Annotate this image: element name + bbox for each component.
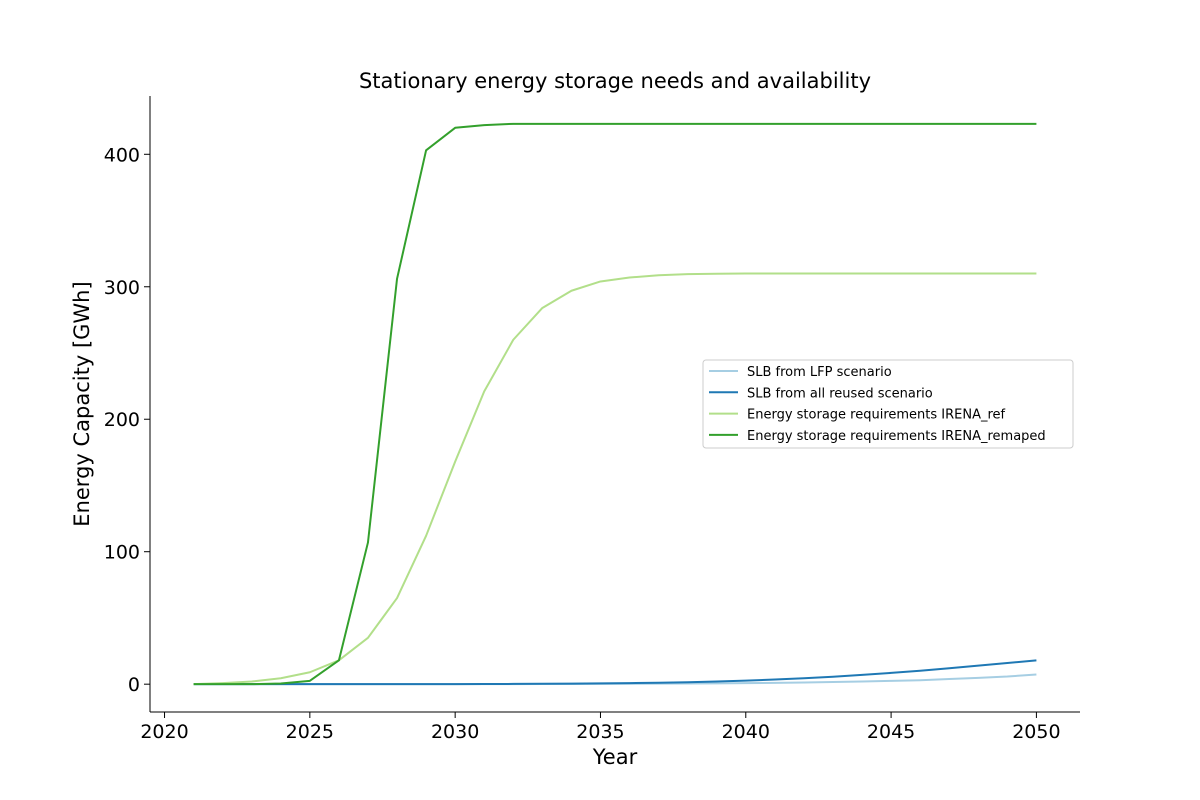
x-tick-label: 2035 — [576, 721, 624, 743]
series-lines — [193, 122, 1037, 686]
chart-title: Stationary energy storage needs and avai… — [359, 69, 871, 93]
x-tick-label: 2020 — [140, 721, 188, 743]
x-tick-label: 2040 — [722, 721, 770, 743]
y-tick-label: 100 — [104, 542, 140, 564]
series-line-2 — [193, 659, 1037, 686]
x-axis-label: Year — [592, 745, 638, 769]
x-tick-label: 2050 — [1012, 721, 1060, 743]
x-ticks: 2020 2025 2030 2035 2040 2045 2050 — [140, 712, 1061, 743]
axes — [149, 96, 1080, 713]
legend-box — [702, 359, 1074, 449]
y-tick-label: 0 — [128, 674, 140, 696]
y-ticks: 0 100 200 300 400 — [104, 144, 150, 696]
legend-label-4: Energy storage requirements IRENA_remape… — [747, 429, 1046, 444]
y-tick-label: 200 — [104, 409, 140, 431]
x-tick-label: 2025 — [286, 721, 334, 743]
legend: SLB from LFP scenario SLB from all reused… — [702, 359, 1074, 449]
series-line-4 — [193, 122, 1037, 686]
y-axis-label: Energy Capacity [GWh] — [70, 281, 94, 526]
legend-label-1: SLB from LFP scenario — [747, 365, 892, 380]
x-tick-label: 2045 — [867, 721, 915, 743]
y-tick-label: 300 — [104, 277, 140, 299]
series-line-3 — [193, 272, 1037, 686]
legend-label-2: SLB from all reused scenario — [747, 386, 933, 401]
legend-label-3: Energy storage requirements IRENA_ref — [747, 408, 1006, 423]
x-tick-label: 2030 — [431, 721, 479, 743]
y-tick-label: 400 — [104, 144, 140, 166]
